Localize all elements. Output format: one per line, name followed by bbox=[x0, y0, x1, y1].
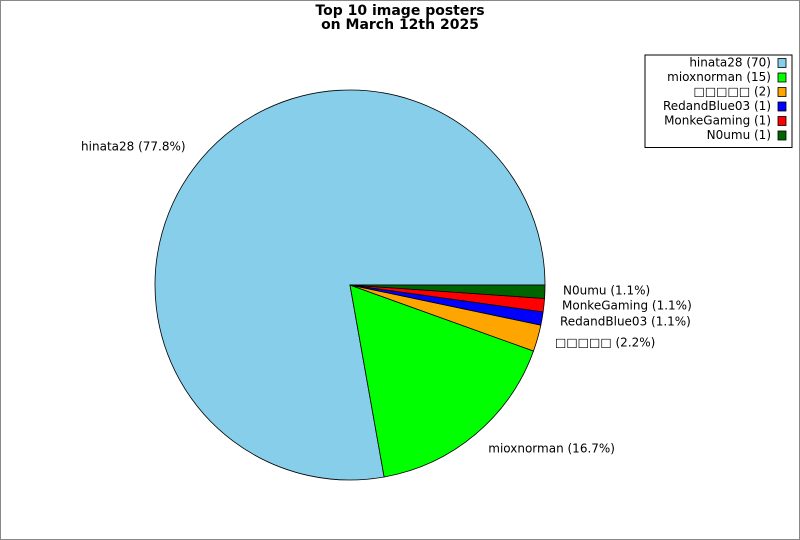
legend-label: N0umu (1) bbox=[707, 128, 771, 142]
legend-label: mioxnorman (15) bbox=[667, 70, 771, 84]
slice-label: □□□□□ (2.2%) bbox=[555, 336, 655, 350]
slice-label: MonkeGaming (1.1%) bbox=[562, 299, 692, 313]
legend-swatch bbox=[777, 87, 787, 97]
slice-label: N0umu (1.1%) bbox=[563, 284, 650, 298]
chart-title: Top 10 image posters bbox=[315, 3, 484, 19]
slice-label: RedandBlue03 (1.1%) bbox=[560, 315, 691, 329]
legend-swatch bbox=[777, 101, 787, 112]
legend-label: hinata28 (70) bbox=[689, 56, 771, 70]
legend-label: RedandBlue03 (1) bbox=[663, 99, 771, 113]
pie-slice bbox=[349, 284, 546, 299]
legend-label: □□□□□ (2) bbox=[693, 85, 771, 99]
legend-swatch bbox=[777, 130, 787, 141]
slice-label: mioxnorman (16.7%) bbox=[488, 441, 615, 455]
pie-slice bbox=[154, 89, 546, 481]
legend-swatch bbox=[777, 116, 787, 126]
legend-label: MonkeGaming (1) bbox=[664, 114, 771, 128]
legend-swatch bbox=[777, 58, 787, 68]
chart-title: on March 12th 2025 bbox=[321, 17, 479, 33]
legend-box bbox=[644, 54, 793, 148]
slice-label: hinata28 (77.8%) bbox=[81, 140, 186, 154]
pie-slice bbox=[349, 284, 534, 478]
legend-swatch bbox=[777, 72, 787, 83]
